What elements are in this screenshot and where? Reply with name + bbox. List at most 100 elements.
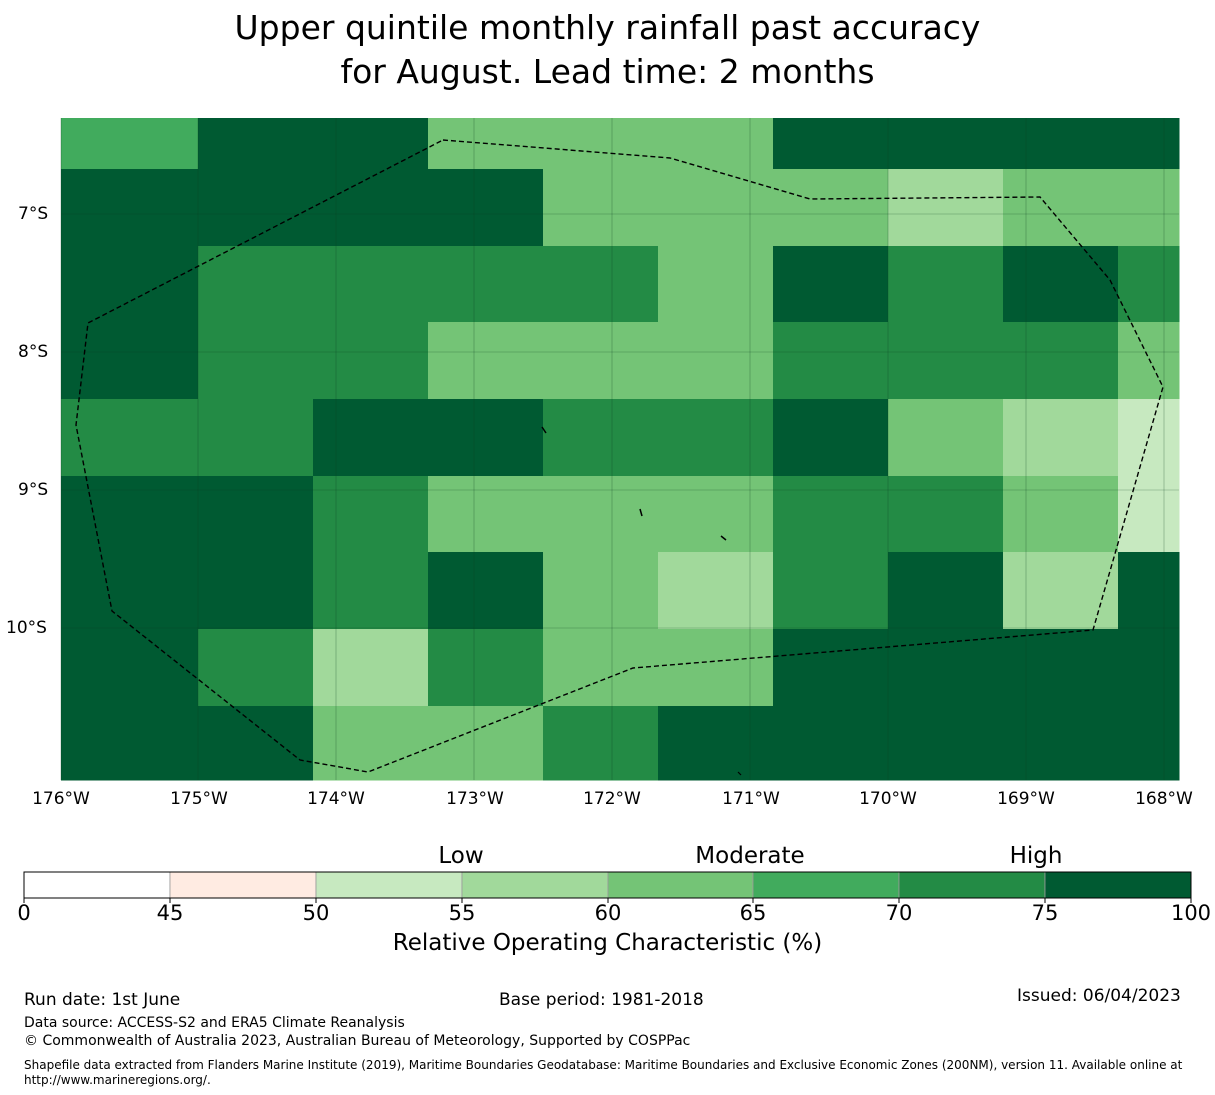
colorbar-tick-label: 75 (1031, 901, 1059, 925)
grid-cell (428, 476, 544, 553)
eez-boundary (75, 139, 1164, 773)
grid-cell (888, 706, 1004, 781)
grid-cell (543, 246, 659, 323)
grid-cell (1003, 476, 1119, 553)
map-svg (60, 118, 1180, 781)
grid-cell (198, 629, 314, 707)
grid-cell (313, 399, 429, 477)
lat-label-9s: 9°S (18, 480, 49, 500)
grid-cell (888, 322, 1004, 400)
colorbar-swatch (315, 871, 463, 899)
lon-label-176w: 176°W (32, 789, 90, 809)
colorbar-swatch (752, 871, 900, 899)
grid-cell (1003, 552, 1119, 630)
grid-cell (313, 169, 429, 247)
grid-cell (1118, 169, 1180, 247)
lon-label-169w: 169°W (997, 789, 1055, 809)
title-line-2: for August. Lead time: 2 months (340, 52, 875, 91)
grid-cell (1003, 169, 1119, 247)
island-fakaofo (541, 426, 547, 434)
grid-cell (428, 552, 544, 630)
grid-cell (543, 399, 659, 477)
grid-cell (658, 629, 774, 707)
shapefile-note: Shapefile data extracted from Flanders M… (24, 1058, 1183, 1087)
grid-cell (313, 706, 429, 781)
grid-cell (1118, 476, 1180, 553)
graticule (60, 118, 1179, 780)
legend-high: High (1009, 843, 1063, 869)
grid-cell (61, 118, 199, 170)
lat-label-10s: 10°S (6, 618, 47, 638)
grid-cell (543, 118, 659, 170)
colorbar-tick-label: 70 (885, 901, 913, 925)
grid-cell (198, 706, 314, 781)
colorbar-swatch (607, 871, 754, 899)
grid-cell (773, 629, 889, 707)
grid-cell (61, 476, 199, 553)
island-atafu (720, 535, 727, 541)
island-nukunonu (639, 508, 643, 517)
grid-cell (543, 552, 659, 630)
grid-cell (1118, 629, 1180, 707)
grid-cell (61, 552, 199, 630)
grid-cell (658, 118, 774, 170)
title-line-1: Upper quintile monthly rainfall past acc… (234, 8, 981, 47)
colorbar-label: Relative Operating Characteristic (%) (392, 930, 823, 956)
colorbar-swatch (1044, 871, 1192, 899)
grid-cell (658, 706, 774, 781)
grid-cell (313, 552, 429, 630)
grid-cell (428, 322, 544, 400)
lon-label-173w: 173°W (446, 789, 504, 809)
grid-cell (773, 399, 889, 477)
grid-cell (198, 169, 314, 247)
grid-cell (428, 399, 544, 477)
data-source: Data source: ACCESS-S2 and ERA5 Climate … (24, 1015, 405, 1031)
grid-cell (888, 629, 1004, 707)
lon-label-174w: 174°W (307, 789, 365, 809)
grid-cell (1118, 322, 1180, 400)
roc-grid (61, 118, 1180, 781)
grid-cell (61, 322, 199, 400)
grid-cell (658, 476, 774, 553)
lon-label-171w: 171°W (722, 789, 780, 809)
grid-cell (313, 118, 429, 170)
lon-label-170w: 170°W (859, 789, 917, 809)
legend-low: Low (438, 843, 484, 869)
grid-cell (198, 118, 314, 170)
grid-cell (428, 629, 544, 707)
colorbar-tick-label: 0 (17, 901, 31, 925)
grid-cell (888, 399, 1004, 477)
grid-cell (198, 552, 314, 630)
grid-cell (1118, 246, 1180, 323)
grid-cell (1003, 246, 1119, 323)
grid-cell (1118, 118, 1180, 170)
grid-cell (658, 399, 774, 477)
lon-label-168w: 168°W (1135, 789, 1193, 809)
grid-cell (1003, 629, 1119, 707)
grid-cell (61, 399, 199, 477)
issued-date: Issued: 06/04/2023 (1017, 986, 1181, 1006)
colorbar-tick-label: 100 (1170, 901, 1212, 925)
colorbar-tick-label: 65 (739, 901, 767, 925)
lon-label-175w: 175°W (170, 789, 228, 809)
grid-cell (658, 552, 774, 630)
grid-cell (888, 246, 1004, 323)
grid-cell (543, 706, 659, 781)
grid-cell (658, 246, 774, 323)
colorbar-tick-label: 45 (156, 901, 184, 925)
chart-title: Upper quintile monthly rainfall past acc… (0, 6, 1215, 94)
lon-label-172w: 172°W (583, 789, 641, 809)
grid-cell (773, 169, 889, 247)
lat-label-8s: 8°S (18, 342, 49, 362)
colorbar-tick-label: 55 (448, 901, 476, 925)
grid-cell (1003, 322, 1119, 400)
grid-cell (773, 552, 889, 630)
grid-cell (543, 169, 659, 247)
grid-cell (313, 322, 429, 400)
grid-cell (61, 246, 199, 323)
colorbar-tick-label: 50 (302, 901, 330, 925)
grid-cell (543, 322, 659, 400)
grid-cell (888, 118, 1004, 170)
grid-cell (888, 476, 1004, 553)
grid-cell (773, 322, 889, 400)
